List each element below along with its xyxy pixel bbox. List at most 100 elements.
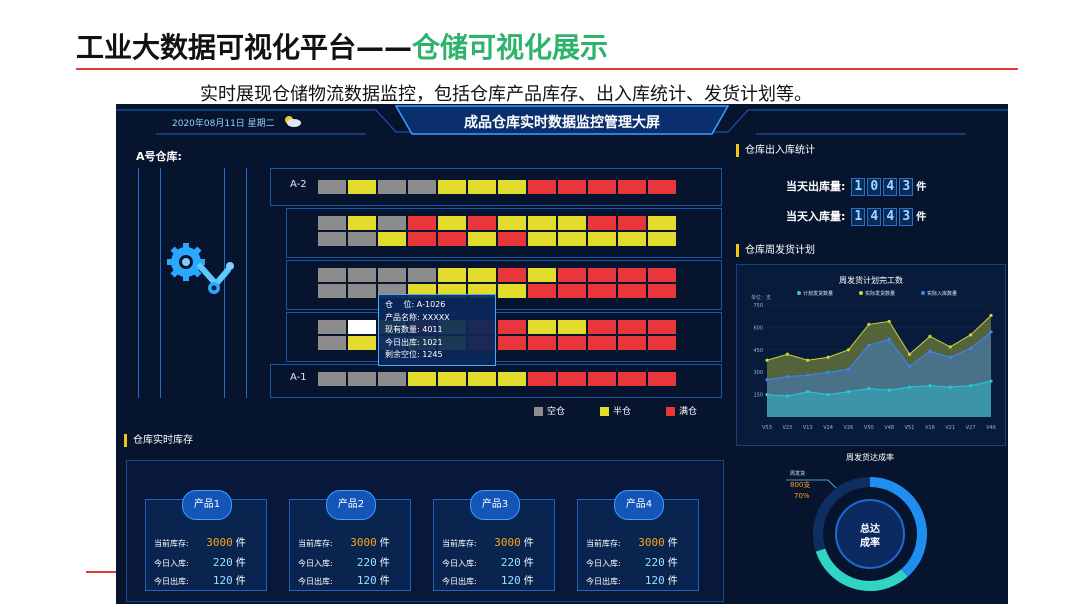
product-card[interactable]: 产品4 当前库存: 3000 件今日入库: 220 件今日出库: 120 件	[577, 490, 699, 591]
slot-full[interactable]	[648, 320, 676, 334]
slot-full[interactable]	[468, 216, 496, 230]
slot-empty[interactable]	[318, 372, 346, 386]
data-point	[846, 367, 851, 371]
product-card[interactable]: 产品3 当前库存: 3000 件今日入库: 220 件今日出库: 120 件	[433, 490, 555, 591]
slot-empty[interactable]	[378, 372, 406, 386]
slot-half[interactable]	[408, 372, 436, 386]
slot-half[interactable]	[378, 232, 406, 246]
slot-half[interactable]	[468, 232, 496, 246]
slot-empty[interactable]	[318, 216, 346, 230]
slot-full[interactable]	[618, 180, 646, 194]
stock-unit: 件	[235, 538, 246, 549]
data-point	[826, 355, 830, 359]
slot-full[interactable]	[498, 320, 526, 334]
legend-swatch-full	[666, 407, 675, 416]
slot-full[interactable]	[588, 320, 616, 334]
slide-title-highlight: 仓储可视化展示	[412, 31, 609, 64]
slot-full[interactable]	[618, 372, 646, 386]
slot-half[interactable]	[498, 284, 526, 298]
slot-full[interactable]	[618, 216, 646, 230]
slot-full[interactable]	[558, 372, 586, 386]
slot-empty[interactable]	[318, 284, 346, 298]
slot-half[interactable]	[558, 216, 586, 230]
legend-swatch-half	[600, 407, 609, 416]
slot-full[interactable]	[588, 284, 616, 298]
slot-full[interactable]	[558, 336, 586, 350]
slot-selected[interactable]	[348, 320, 376, 334]
slot-empty[interactable]	[408, 268, 436, 282]
slot-empty[interactable]	[378, 268, 406, 282]
slot-half[interactable]	[528, 320, 556, 334]
product-card[interactable]: 产品1 当前库存: 3000 件今日入库: 220 件今日出库: 120 件	[145, 490, 267, 591]
slot-half[interactable]	[648, 216, 676, 230]
slot-full[interactable]	[648, 336, 676, 350]
outbound-unit: 件	[916, 182, 927, 193]
slot-half[interactable]	[438, 372, 466, 386]
inbound-unit: 件	[235, 558, 246, 569]
product-card[interactable]: 产品2 当前库存: 3000 件今日入库: 220 件今日出库: 120 件	[289, 490, 411, 591]
data-point	[867, 322, 871, 327]
slot-half[interactable]	[348, 180, 376, 194]
slot-empty[interactable]	[378, 180, 406, 194]
slot-empty[interactable]	[348, 372, 376, 386]
slot-half[interactable]	[528, 216, 556, 230]
slot-full[interactable]	[588, 268, 616, 282]
slot-full[interactable]	[558, 284, 586, 298]
slot-empty[interactable]	[348, 232, 376, 246]
slot-full[interactable]	[588, 180, 616, 194]
slot-empty[interactable]	[348, 268, 376, 282]
slot-full[interactable]	[408, 216, 436, 230]
slot-empty[interactable]	[318, 232, 346, 246]
slot-full[interactable]	[648, 372, 676, 386]
slot-half[interactable]	[468, 180, 496, 194]
slot-full[interactable]	[498, 232, 526, 246]
slot-empty[interactable]	[408, 180, 436, 194]
slot-half[interactable]	[558, 232, 586, 246]
slot-full[interactable]	[648, 284, 676, 298]
slot-empty[interactable]	[378, 216, 406, 230]
slot-half[interactable]	[618, 232, 646, 246]
slot-full[interactable]	[618, 268, 646, 282]
slot-half[interactable]	[438, 180, 466, 194]
slot-full[interactable]	[588, 216, 616, 230]
slot-full[interactable]	[558, 268, 586, 282]
slot-empty[interactable]	[318, 180, 346, 194]
slot-half[interactable]	[468, 372, 496, 386]
slot-half[interactable]	[498, 180, 526, 194]
slot-half[interactable]	[498, 372, 526, 386]
slot-full[interactable]	[438, 232, 466, 246]
slot-empty[interactable]	[348, 284, 376, 298]
slot-full[interactable]	[528, 336, 556, 350]
rate-value: 800支	[790, 480, 810, 489]
slot-half[interactable]	[438, 216, 466, 230]
slot-half[interactable]	[588, 232, 616, 246]
slot-half[interactable]	[558, 320, 586, 334]
slot-empty[interactable]	[318, 320, 346, 334]
inbound-digit: 4	[883, 208, 898, 226]
slot-empty[interactable]	[318, 268, 346, 282]
slot-full[interactable]	[618, 336, 646, 350]
rack-frame	[286, 208, 722, 258]
slot-full[interactable]	[648, 180, 676, 194]
slot-half[interactable]	[348, 216, 376, 230]
slot-half[interactable]	[648, 232, 676, 246]
slot-full[interactable]	[588, 372, 616, 386]
slot-full[interactable]	[648, 268, 676, 282]
slot-full[interactable]	[408, 232, 436, 246]
slot-half[interactable]	[498, 216, 526, 230]
slot-full[interactable]	[498, 336, 526, 350]
slot-full[interactable]	[618, 284, 646, 298]
slot-half[interactable]	[348, 336, 376, 350]
slot-half[interactable]	[468, 268, 496, 282]
slot-half[interactable]	[528, 232, 556, 246]
slot-half[interactable]	[528, 268, 556, 282]
slot-full[interactable]	[528, 284, 556, 298]
slot-full[interactable]	[588, 336, 616, 350]
slot-full[interactable]	[498, 268, 526, 282]
slot-full[interactable]	[618, 320, 646, 334]
slot-empty[interactable]	[318, 336, 346, 350]
slot-full[interactable]	[528, 372, 556, 386]
slot-full[interactable]	[558, 180, 586, 194]
slot-half[interactable]	[438, 268, 466, 282]
slot-full[interactable]	[528, 180, 556, 194]
